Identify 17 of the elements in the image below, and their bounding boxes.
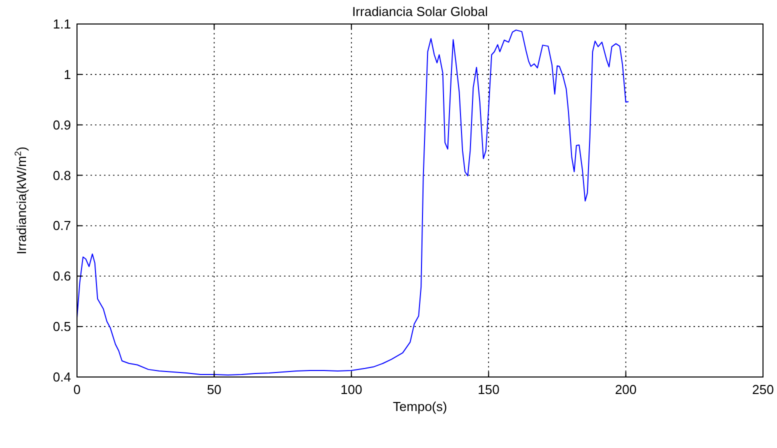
x-tick-label: 150: [478, 382, 500, 397]
x-axis-title: Tempo(s): [392, 399, 448, 414]
y-tick-label: 0.5: [52, 319, 71, 334]
y-tick-label: 0.9: [52, 117, 71, 132]
line-series: [76, 30, 630, 376]
y-tick-label: 0.4: [52, 370, 71, 384]
x-tick-label: 100: [340, 382, 362, 397]
y-tick-label: 1.1: [52, 16, 71, 32]
y-tick-label: 0.6: [52, 268, 71, 284]
x-tick-label: 0: [73, 382, 81, 397]
y-tick-label: 0.8: [52, 168, 71, 183]
x-tick-label: 50: [206, 382, 222, 397]
y-tick-label: 1: [64, 66, 71, 82]
x-tick-label: 200: [614, 382, 637, 397]
x-tick-label: 250: [752, 382, 774, 397]
y-tick-label: 0.7: [52, 218, 71, 234]
chart-title: Irradiancia Solar Global: [352, 4, 488, 19]
